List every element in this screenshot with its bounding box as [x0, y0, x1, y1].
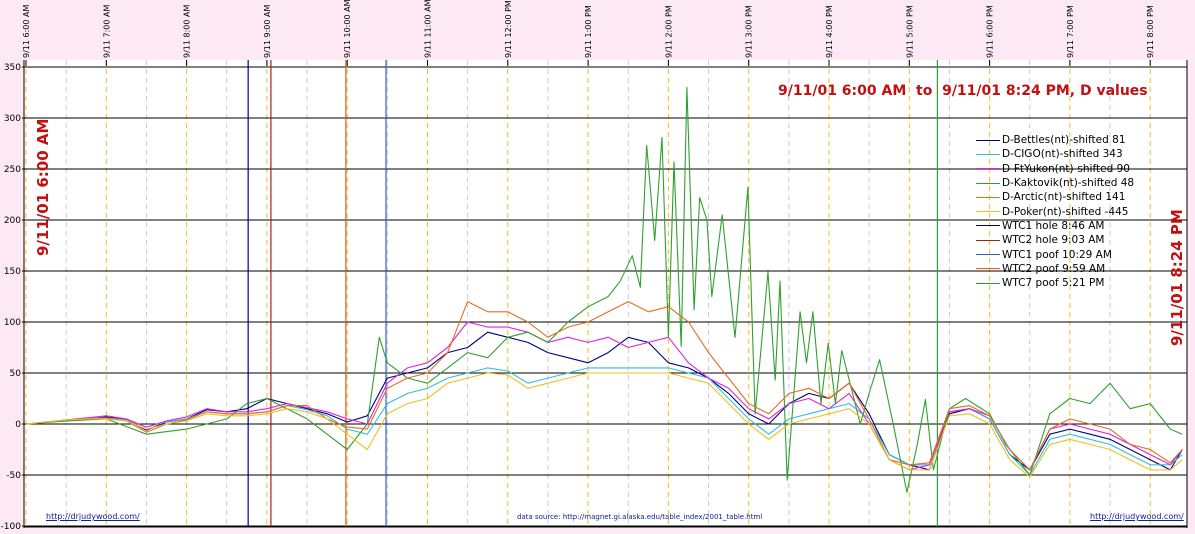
x-tick-label: 9/11 6:00 AM [22, 5, 31, 58]
y-tick-label: 50 [10, 369, 22, 379]
plot-area [24, 60, 1187, 528]
x-tick-label: 9/11 1:00 PM [584, 5, 593, 58]
y-tick-label: 200 [4, 216, 21, 226]
legend-item: D-Poker(nt)-shifted -445 [976, 204, 1134, 218]
y-tick-label: 100 [4, 318, 21, 328]
y-tick-label: 250 [4, 165, 21, 175]
legend-swatch [976, 282, 1000, 284]
x-tick-label: 9/11 11:00 AM [424, 0, 433, 58]
legend-item: WTC2 poof 9:59 AM [976, 262, 1134, 276]
legend-swatch [976, 211, 1000, 213]
y-tick-label: -100 [1, 522, 22, 532]
x-tick-label: 9/11 12:00 PM [504, 0, 513, 58]
x-tick-label: 9/11 5:00 PM [905, 5, 914, 58]
y-tick-label: 150 [4, 267, 21, 277]
series-line [25, 301, 1183, 471]
legend-item: WTC2 hole 9:03 AM [976, 233, 1134, 247]
legend-swatch [976, 239, 1000, 241]
legend-swatch [976, 153, 1000, 155]
x-tick-label: 9/11 6:00 PM [986, 5, 995, 58]
y-tick-label: 0 [15, 420, 21, 430]
y-tick-label: -50 [6, 471, 21, 481]
x-tick-label: 9/11 3:00 PM [745, 5, 754, 58]
legend-label: D-Kaktovik(nt)-shifted 48 [1002, 177, 1135, 190]
legend-label: D-Bettles(nt)-shifted 81 [1002, 134, 1126, 147]
legend-label: D-FtYukon(nt)-shifted 90 [1002, 162, 1130, 175]
legend-swatch [976, 254, 1000, 256]
legend-swatch [976, 168, 1000, 170]
legend-swatch [976, 225, 1000, 227]
x-tick-label: 9/11 7:00 AM [102, 5, 111, 58]
x-tick-label: 9/11 7:00 PM [1066, 5, 1075, 58]
x-tick-label: 9/11 8:00 PM [1146, 5, 1155, 58]
legend-item: WTC1 hole 8:46 AM [976, 219, 1134, 233]
x-tick-label: 9/11 8:00 AM [183, 5, 192, 58]
legend-label: WTC1 hole 8:46 AM [1002, 219, 1105, 232]
legend-label: D-Poker(nt)-shifted -445 [1002, 205, 1129, 218]
legend-item: D-Arctic(nt)-shifted 141 [976, 190, 1134, 204]
y-tick-label: 300 [4, 114, 21, 124]
start-time-label: 9/11/01 6:00 AM [34, 118, 52, 256]
end-time-label: 9/11/01 8:24 PM [1168, 209, 1186, 346]
chart-title: 9/11/01 6:00 AM to 9/11/01 8:24 PM, D va… [778, 83, 1148, 99]
legend-label: WTC1 poof 10:29 AM [1002, 248, 1112, 261]
legend-swatch [976, 139, 1000, 141]
legend-item: D-Kaktovik(nt)-shifted 48 [976, 176, 1134, 190]
legend-swatch [976, 182, 1000, 184]
legend: D-Bettles(nt)-shifted 81 D-CIGO(nt)-shift… [976, 133, 1134, 290]
x-tick-label: 9/11 9:00 AM [263, 5, 272, 58]
legend-item: WTC7 poof 5:21 PM [976, 276, 1134, 290]
series-line [25, 86, 1183, 493]
legend-label: D-Arctic(nt)-shifted 141 [1002, 191, 1126, 204]
legend-label: WTC2 poof 9:59 AM [1002, 262, 1106, 275]
legend-item: D-Bettles(nt)-shifted 81 [976, 133, 1134, 147]
legend-item: D-CIGO(nt)-shifted 343 [976, 147, 1134, 161]
legend-label: D-CIGO(nt)-shifted 343 [1002, 148, 1123, 161]
y-tick-label: 350 [4, 63, 21, 73]
x-tick-label: 9/11 4:00 PM [825, 5, 834, 58]
legend-label: WTC2 hole 9:03 AM [1002, 234, 1105, 247]
footer-right-link[interactable]: http://drjudywood.com/ [1090, 512, 1184, 521]
legend-swatch [976, 268, 1000, 270]
legend-swatch [976, 196, 1000, 198]
x-tick-label: 9/11 2:00 PM [664, 5, 673, 58]
footer-left-link[interactable]: http://drjudywood.com/ [46, 512, 140, 521]
legend-item: D-FtYukon(nt)-shifted 90 [976, 162, 1134, 176]
legend-item: WTC1 poof 10:29 AM [976, 247, 1134, 261]
data-source-text: data source: http://magnet.gi.alaska.edu… [517, 513, 763, 521]
legend-label: WTC7 poof 5:21 PM [1002, 277, 1105, 290]
x-tick-label: 9/11 10:00 AM [343, 0, 352, 58]
series-line [25, 372, 1183, 478]
